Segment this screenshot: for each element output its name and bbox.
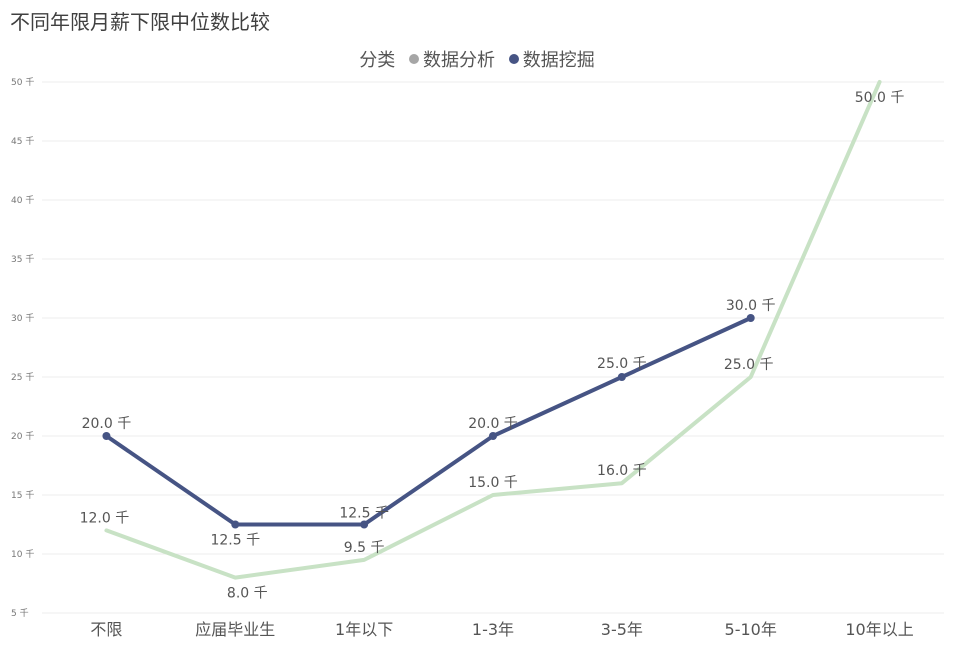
legend: 分类 数据分析 数据挖掘: [0, 46, 954, 72]
data-label: 20.0 千: [468, 416, 518, 432]
x-axis: 不限 应届毕业生 1年以下 1-3年 3-5年 5-10年 10年以上: [90, 620, 913, 639]
data-label: 50.0 千: [855, 90, 905, 106]
data-label: 9.5 千: [344, 540, 385, 556]
data-point: [102, 432, 111, 440]
y-tick-label: 35 千: [11, 254, 34, 265]
data-label: 20.0 千: [82, 416, 132, 432]
data-point: [360, 520, 369, 529]
legend-label: 数据分析: [423, 50, 495, 71]
x-tick-label: 不限: [90, 620, 122, 639]
data-label: 12.5 千: [339, 506, 389, 522]
y-tick-label: 25 千: [11, 372, 34, 383]
data-labels: 12.0 千 8.0 千 9.5 千 15.0 千 16.0 千 25.0 千 50.0 千…: [80, 90, 905, 602]
y-tick-label: 50 千: [11, 77, 34, 88]
series-layer: [102, 80, 882, 580]
series-line-mining: [105, 316, 752, 527]
data-point: [489, 432, 497, 440]
y-tick-label: 45 千: [11, 136, 34, 147]
data-label: 12.0 千: [80, 510, 130, 526]
legend-marker-icon: [409, 54, 419, 64]
legend-title: 分类: [359, 50, 396, 71]
series-line-analysis: [104, 80, 882, 580]
legend-marker-icon: [508, 54, 519, 64]
chart-title: 不同年限月薪下限中位数比较: [10, 10, 270, 34]
x-tick-label: 应届毕业生: [195, 620, 275, 639]
data-label: 25.0 千: [724, 357, 774, 373]
y-tick-label: 5 千: [11, 608, 29, 619]
legend-item-analysis[interactable]: 数据分析: [409, 46, 495, 72]
y-tick-label: 20 千: [11, 431, 34, 442]
data-label: 8.0 千: [227, 586, 268, 602]
y-axis: 5 千 10 千 15 千 20 千 25 千 30 千 35 千 40 千 45 千 50 千: [11, 77, 34, 619]
x-tick-label: 1年以下: [335, 620, 393, 639]
y-tick-label: 40 千: [11, 195, 34, 206]
legend-item-mining[interactable]: 数据挖掘: [508, 46, 595, 72]
y-tick-label: 30 千: [11, 313, 34, 324]
data-point: [231, 520, 240, 529]
y-tick-label: 15 千: [11, 490, 34, 501]
y-tick-label: 10 千: [11, 549, 34, 560]
data-label: 15.0 千: [468, 475, 518, 491]
gridlines: [42, 81, 944, 614]
data-label: 12.5 千: [210, 533, 260, 549]
x-tick-label: 1-3年: [472, 620, 514, 639]
x-tick-label: 3-5年: [601, 620, 643, 639]
x-tick-label: 5-10年: [725, 620, 777, 639]
data-point: [746, 314, 755, 322]
data-label: 16.0 千: [597, 463, 647, 479]
x-tick-label: 10年以上: [845, 620, 913, 639]
data-point: [617, 373, 626, 381]
legend-label: 数据挖掘: [522, 50, 595, 71]
data-label: 30.0 千: [726, 298, 776, 314]
data-label: 25.0 千: [597, 356, 647, 372]
